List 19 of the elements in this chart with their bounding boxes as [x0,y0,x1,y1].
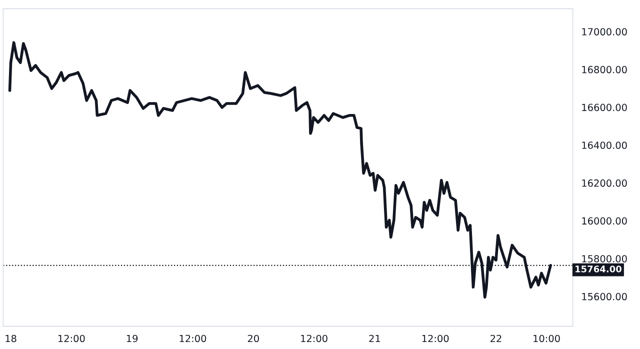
y-tick-label: 16000.00 [582,217,627,225]
ref-line-label: 15764.00 [576,266,622,272]
y-tick-label: 15800.00 [582,255,627,262]
y-tick-label: 16200.00 [582,179,627,187]
x-tick-label: 12:00 [301,334,328,342]
y-tick-label: 16400.00 [582,142,627,149]
x-tick-label: 12:00 [180,334,206,342]
y-tick-label: 17000.00 [582,28,627,36]
x-tick-label: 12:00 [422,334,449,342]
y-tick-label: 15600.00 [582,292,627,300]
x-tick-label: 21 [369,334,380,342]
x-tick-label: 10:00 [534,334,560,342]
x-tick-label: 22 [490,334,502,342]
y-tick-label: 16600.00 [582,104,627,112]
x-tick-label: 20 [248,334,259,342]
x-tick-label: 12:00 [58,334,85,342]
x-tick-label: 18 [6,334,16,342]
x-tick-label: 19 [126,334,138,342]
y-tick-label: 16800.00 [582,66,627,74]
